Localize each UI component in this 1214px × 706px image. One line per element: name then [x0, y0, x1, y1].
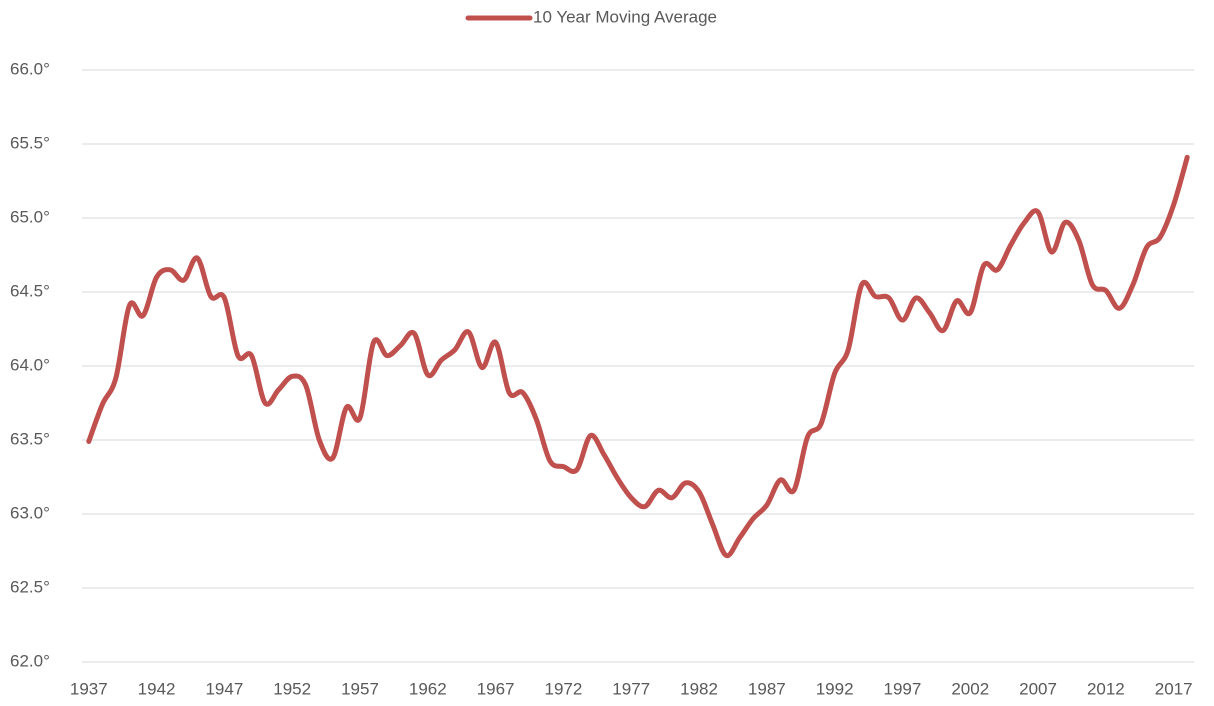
x-tick-label: 1942 — [138, 679, 176, 698]
y-tick-label: 66.0° — [10, 59, 50, 78]
y-tick-label: 64.0° — [10, 355, 50, 374]
y-tick-label: 65.0° — [10, 207, 50, 226]
x-tick-label: 1997 — [884, 679, 922, 698]
x-tick-label: 1962 — [409, 679, 447, 698]
y-tick-label: 63.5° — [10, 429, 50, 448]
x-tick-label: 1967 — [477, 679, 515, 698]
y-tick-label: 62.0° — [10, 651, 50, 670]
x-tick-label: 1957 — [341, 679, 379, 698]
y-tick-label: 63.0° — [10, 503, 50, 522]
x-tick-label: 1952 — [273, 679, 311, 698]
x-tick-label: 2012 — [1087, 679, 1125, 698]
x-tick-label: 1982 — [680, 679, 718, 698]
x-tick-label: 2017 — [1155, 679, 1193, 698]
x-tick-label: 2002 — [951, 679, 989, 698]
x-tick-label: 2007 — [1019, 679, 1057, 698]
x-tick-label: 1937 — [70, 679, 108, 698]
x-tick-label: 1947 — [205, 679, 243, 698]
y-tick-label: 65.5° — [10, 133, 50, 152]
y-tick-label: 62.5° — [10, 577, 50, 596]
series-line — [86, 154, 1190, 559]
x-tick-label: 1987 — [748, 679, 786, 698]
x-tick-label: 1977 — [612, 679, 650, 698]
x-tick-label: 1972 — [545, 679, 583, 698]
x-tick-label: 1992 — [816, 679, 854, 698]
y-tick-label: 64.5° — [10, 281, 50, 300]
legend-label: 10 Year Moving Average — [533, 7, 717, 26]
